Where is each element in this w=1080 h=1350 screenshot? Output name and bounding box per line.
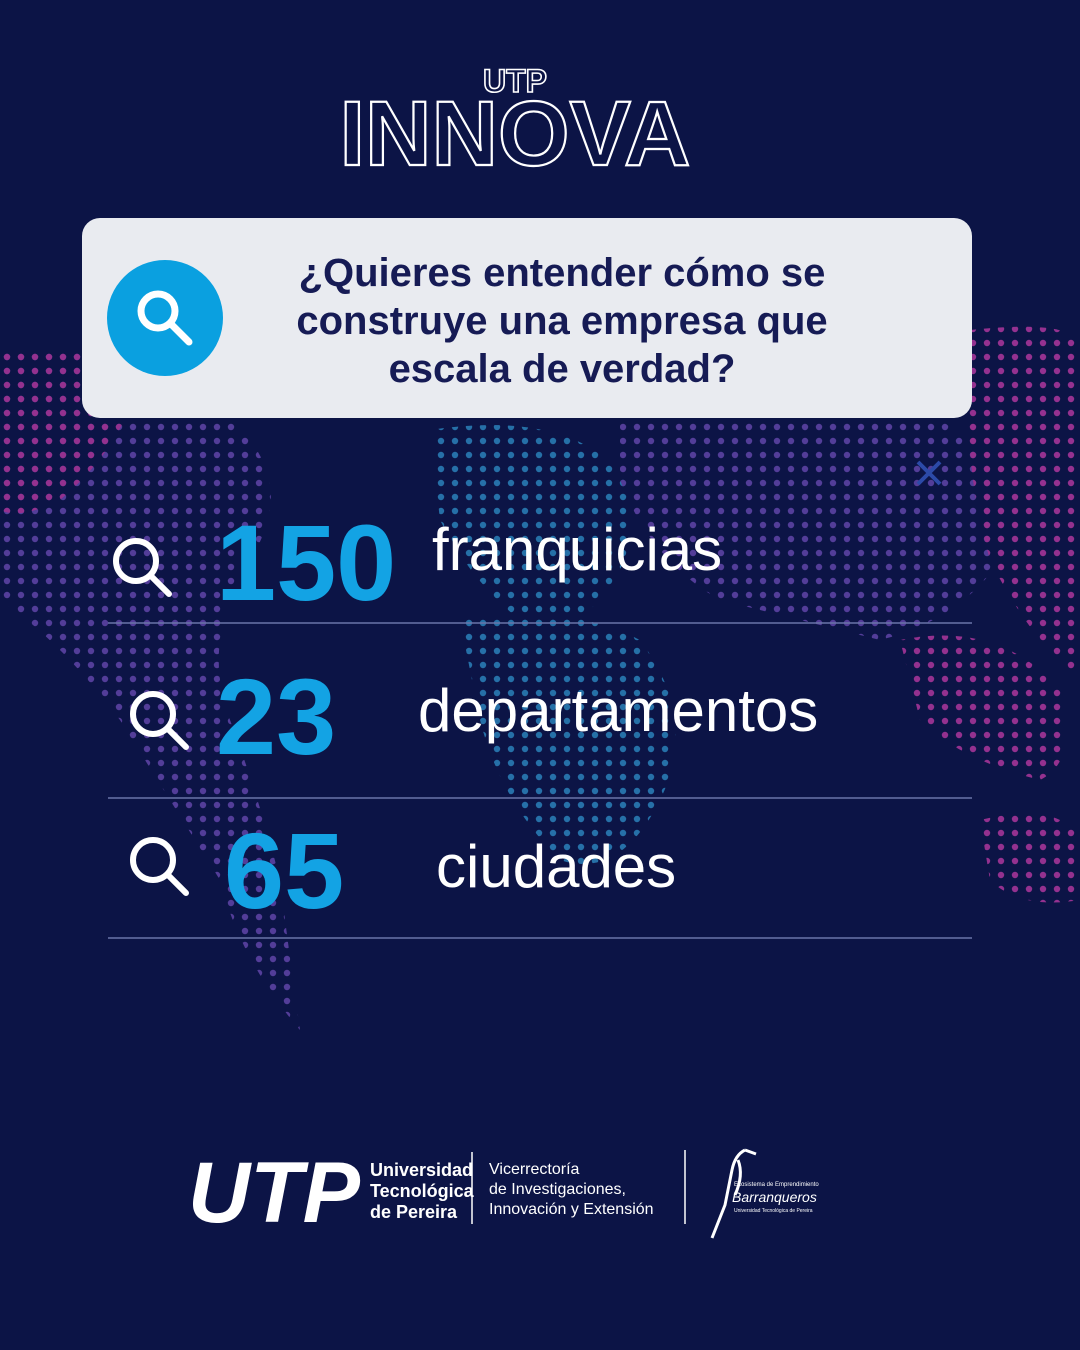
stat-label: departamentos (418, 677, 818, 744)
brand-small: UTP (483, 63, 547, 99)
partner-top: Ecosistema de Emprendimiento (734, 1182, 819, 1188)
brand-large: INNOVA (340, 83, 691, 185)
search-icon (130, 691, 189, 750)
search-icon (137, 290, 193, 346)
stat-value: 65 (224, 810, 344, 931)
question-line: construye una empresa que (296, 299, 827, 343)
office-line: Vicerrectoría (489, 1161, 580, 1178)
partner-bottom: Universidad Tecnológica de Pereira (734, 1208, 813, 1214)
question-card (82, 218, 972, 418)
question-line: escala de verdad? (389, 347, 736, 391)
footer-logo: UTP (188, 1145, 361, 1241)
partner-name: Barranqueros (732, 1189, 817, 1205)
stat-label: franquicias (432, 516, 722, 583)
search-icon (130, 837, 189, 896)
university-line: de Pereira (370, 1202, 458, 1222)
stat-label: ciudades (436, 833, 676, 900)
office-line: de Investigaciones, (489, 1181, 626, 1198)
search-icon (113, 538, 172, 597)
stat-value: 23 (216, 656, 336, 777)
stat-value: 150 (216, 502, 396, 623)
question-line: ¿Quieres entender cómo se (299, 251, 826, 295)
search-badge (107, 260, 223, 376)
bird-icon (710, 1148, 757, 1239)
close-mark (916, 460, 942, 486)
university-line: Tecnológica (370, 1181, 475, 1201)
office-line: Innovación y Extensión (489, 1201, 654, 1218)
university-line: Universidad (370, 1160, 473, 1180)
